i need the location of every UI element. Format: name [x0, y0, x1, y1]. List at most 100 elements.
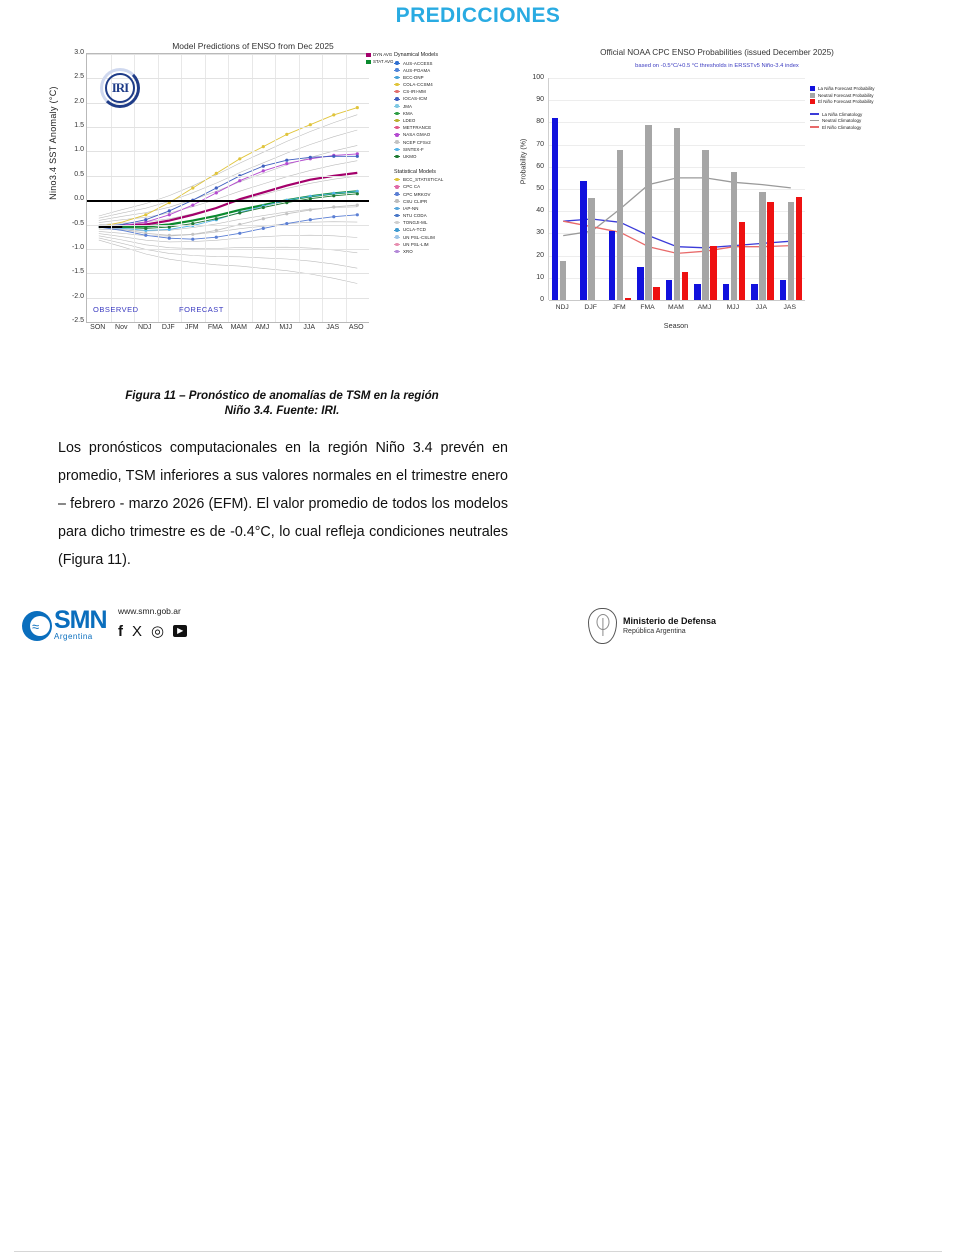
chart2-y-tick: 40: [536, 207, 544, 215]
chart1-data-point: [285, 162, 289, 166]
legend-swatch: [810, 99, 815, 104]
legend-label: La Niña Forecast Probability: [818, 86, 875, 91]
chart2-x-tick: JFM: [612, 304, 626, 311]
chart2-gridline: [549, 100, 805, 102]
chart1-data-point: [308, 218, 312, 222]
chart2-legend-item: El Niño Climatology: [810, 125, 936, 130]
legend-marker-dot: [395, 90, 399, 94]
chart1-data-point: [214, 171, 218, 175]
legend-marker: [394, 110, 400, 116]
iri-logo: IRI: [100, 68, 140, 108]
legend-marker: [394, 82, 400, 88]
chart1-data-point: [238, 211, 242, 215]
instagram-icon[interactable]: ◎: [151, 623, 165, 640]
dynamical-model-item: LDEO: [394, 118, 480, 124]
chart1-x-tick: MAM: [230, 324, 247, 331]
legend-marker-dot: [395, 154, 399, 159]
smn-website-url[interactable]: www.smn.gob.ar: [118, 606, 181, 616]
legend-marker: [394, 96, 400, 102]
legend-line-swatch: [810, 113, 819, 115]
chart2-title: Official NOAA CPC ENSO Probabilities (is…: [600, 48, 834, 57]
statistical-model-item: XRO: [394, 249, 480, 255]
chart1-y-tick: 0.0: [74, 195, 84, 203]
chart2-x-tick: FMA: [640, 304, 655, 311]
legend-spacer: [394, 161, 480, 169]
legend-marker-bar: [394, 236, 400, 238]
chart1-y-tick: -2.0: [71, 292, 84, 300]
chart1-y-tick: -1.5: [71, 268, 84, 276]
x-twitter-icon[interactable]: X: [132, 622, 143, 640]
legend-label: El Niño Forecast Probability: [818, 99, 874, 104]
legend-marker-dot: [395, 68, 399, 72]
facebook-icon[interactable]: f: [118, 622, 123, 640]
legend-label: UN PSL-LIM: [403, 241, 429, 247]
legend-marker-dot: [395, 140, 399, 144]
legend-marker-bar: [394, 156, 400, 158]
legend-marker-bar: [394, 193, 400, 195]
smn-mark-icon: ≈: [22, 611, 52, 641]
chart1-data-point: [332, 215, 336, 219]
statistical-model-item: UCLA-TCD: [394, 227, 480, 233]
legend-label: El Niño Climatology: [822, 124, 862, 130]
legend-marker-dot: [395, 199, 399, 203]
chart2-bar: [616, 150, 624, 300]
legend-line-swatch: [810, 119, 819, 122]
chart1-y-tick: 1.5: [74, 122, 84, 130]
chart1-zero-line: [87, 200, 369, 202]
chart1-data-point: [167, 209, 171, 213]
legend-marker-dot: [395, 118, 399, 123]
chart2-bar: [560, 261, 567, 300]
legend-marker: [394, 191, 400, 197]
chart2-bar: [552, 117, 559, 300]
figure-11-caption-line2: Niño 3.4. Fuente: IRI.: [224, 404, 340, 417]
right-column: Official NOAA CPC ENSO Probabilities (is…: [492, 38, 936, 338]
chart1-gridline: [87, 224, 369, 226]
chart1-data-point: [332, 194, 336, 198]
chart1-data-point: [238, 231, 242, 235]
legend-label: CPC MRKOV: [403, 191, 431, 197]
chart2-y-tick: 70: [536, 140, 544, 148]
chart1-gridline-v: [275, 54, 276, 322]
chart1-gridline-v: [345, 54, 347, 322]
legend-marker-dot: [395, 104, 399, 108]
chart1-data-point: [144, 218, 148, 222]
smn-logo-subtext: Argentina: [54, 632, 93, 641]
legend-marker: [394, 234, 400, 240]
chart2-gridline: [549, 122, 805, 124]
youtube-icon[interactable]: ▶: [173, 625, 188, 637]
chart2-x-tick: MAM: [668, 304, 684, 311]
chart2-bar: [588, 197, 595, 300]
chart1-data-point: [214, 217, 218, 221]
chart1-gridline: [87, 151, 369, 153]
legend-marker-bar: [394, 98, 400, 100]
chart2-bar: [673, 127, 681, 300]
chart1-data-point: [167, 213, 171, 217]
chart2-bar: [787, 202, 794, 300]
chart1-data-point: [355, 154, 359, 158]
chart1-x-tick: DJF: [161, 324, 175, 331]
legend-marker-dot: [395, 75, 399, 80]
ministry-name: Ministerio de Defensa: [623, 616, 717, 626]
legend-marker: [394, 227, 400, 233]
social-links[interactable]: f X ◎ ▶: [118, 622, 188, 640]
legend-label: JMA: [403, 103, 413, 109]
chart1-gridline: [87, 248, 369, 250]
legend-label: CS-IRI-MM: [403, 89, 426, 95]
legend-marker: [394, 103, 400, 109]
chart2-bar: [795, 196, 802, 300]
chart2-bar: [767, 202, 774, 300]
chart2-gridline: [549, 300, 805, 301]
legend-marker-bar: [394, 62, 400, 64]
chart1-x-tick: FMA: [207, 324, 223, 331]
statistical-model-item: TONGJI-ML: [394, 220, 480, 226]
chart2-x-tick: AMJ: [697, 304, 712, 311]
chart1-data-point: [261, 145, 265, 149]
legend-marker-dot: [395, 82, 399, 87]
legend-label: KMA: [403, 110, 413, 116]
chart2-legend-item: La Niña Forecast Probability: [810, 86, 936, 91]
chart1-data-point: [167, 236, 171, 240]
page-title: PREDICCIONES: [395, 4, 561, 27]
chart1-data-point: [332, 205, 336, 209]
chart1-x-tick: NDJ: [137, 324, 152, 331]
dynamical-model-item: BCC-DNP: [394, 74, 480, 80]
